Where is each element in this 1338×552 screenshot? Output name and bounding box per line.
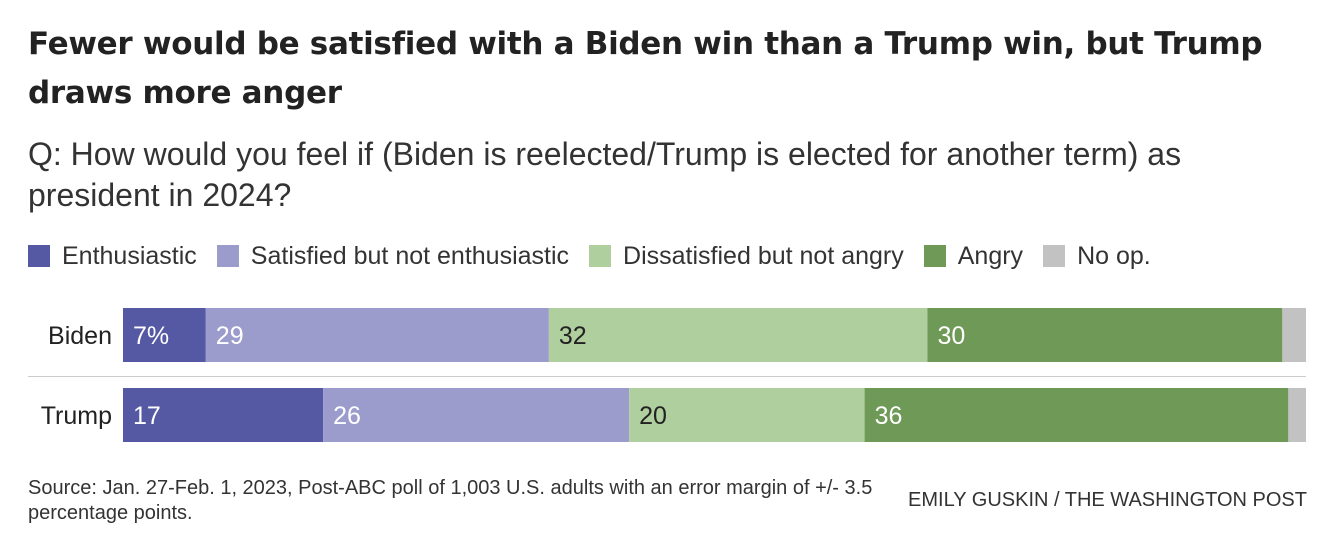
- legend-swatch-enthusiastic: [28, 245, 50, 267]
- legend-item-dissatisfied-but-not-angry: Dissatisfied but not angry: [589, 242, 904, 271]
- data-label-biden-dissatisfied-but-not-angry: 32: [559, 322, 587, 350]
- source-note: Source: Jan. 27-Feb. 1, 2023, Post-ABC p…: [28, 477, 873, 524]
- chart-title: Fewer would be satisfied with a Biden wi…: [28, 26, 1263, 111]
- legend-swatch-angry: [923, 245, 946, 267]
- data-label-trump-satisfied-but-not-enthusiastic: 26: [333, 402, 361, 430]
- legend-swatch-dissatisfied-but-not-angry: [589, 245, 612, 267]
- chart-area: Biden 7% 29 32 30 Trump 17 26 20 36: [0, 295, 1338, 455]
- bar-trump-dissatisfied-but-not-angry: [629, 388, 865, 442]
- data-label-biden-satisfied-but-not-enthusiastic: 29: [216, 322, 244, 350]
- bar-biden-no-op: [1282, 308, 1306, 362]
- category-label-biden: Biden: [48, 322, 112, 350]
- legend-label: Dissatisfied but not angry: [623, 241, 904, 270]
- chart-subtitle: Q: How would you feel if (Biden is reele…: [28, 136, 1182, 213]
- data-label-trump-dissatisfied-but-not-angry: 20: [639, 402, 667, 430]
- legend-item-no-op: No op.: [1043, 242, 1151, 271]
- bar-biden-satisfied-but-not-enthusiastic: [205, 308, 549, 362]
- legend-swatch-satisfied-but-not-enthusiastic: [216, 245, 239, 267]
- legend-item-enthusiastic: Enthusiastic: [28, 242, 197, 271]
- legend-label: Angry: [957, 241, 1024, 270]
- bar-biden-dissatisfied-but-not-angry: [548, 308, 928, 362]
- bar-biden-enthusiastic: [123, 308, 206, 362]
- legend-label: Satisfied but not enthusiastic: [250, 241, 570, 270]
- data-label-biden-enthusiastic: 7%: [133, 322, 169, 350]
- legend-item-satisfied-but-not-enthusiastic: Satisfied but not enthusiastic: [216, 241, 570, 271]
- category-label-trump: Trump: [41, 402, 112, 430]
- legend-label: Enthusiastic: [62, 241, 197, 270]
- data-label-trump-angry: 36: [875, 402, 903, 430]
- credit-line: EMILY GUSKIN / THE WASHINGTON POST: [908, 489, 1307, 511]
- data-label-biden-angry: 30: [937, 322, 965, 350]
- data-label-trump-enthusiastic: 17: [133, 402, 161, 430]
- bar-biden-angry: [927, 308, 1283, 362]
- legend: Enthusiastic Satisfied but not enthusiast…: [28, 238, 1171, 274]
- bar-trump-no-op: [1288, 388, 1306, 442]
- stacked-bar-chart: Biden 7% 29 32 30 Trump 17 26 20 36: [28, 308, 1306, 442]
- bar-trump-angry: [864, 388, 1289, 442]
- legend-swatch-no-op: [1043, 245, 1066, 267]
- legend-item-angry: Angry: [923, 241, 1024, 271]
- bar-trump-satisfied-but-not-enthusiastic: [323, 388, 630, 442]
- bar-trump-enthusiastic: [123, 388, 324, 442]
- legend-label: No op.: [1077, 241, 1151, 270]
